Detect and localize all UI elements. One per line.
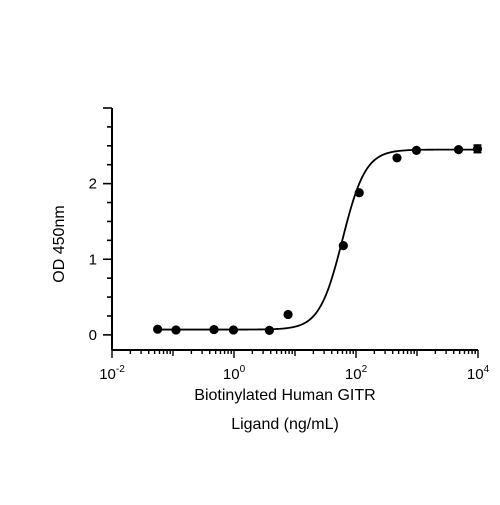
data-point (171, 325, 181, 335)
data-point (472, 144, 483, 154)
data-point (228, 325, 239, 335)
data-point (411, 145, 422, 155)
y-tick-label: 1 (89, 251, 97, 268)
fit-curve-layer (157, 148, 478, 331)
data-point (153, 324, 163, 334)
data-point (354, 188, 364, 198)
data-point (338, 241, 348, 251)
x-axis-label-line2: Ligand (ng/mL) (231, 416, 339, 433)
y-tick-label: 0 (89, 327, 97, 344)
data-point (209, 324, 219, 335)
x-tick-label: 102 (345, 364, 368, 383)
x-tick-label: 104 (467, 364, 490, 383)
x-tick-label: 10-2 (99, 364, 125, 383)
x-tick-label: 100 (223, 364, 246, 383)
y-axis-label: OD 450nm (51, 205, 68, 282)
data-point (264, 325, 274, 335)
data-point (453, 144, 464, 155)
data-points-layer (153, 144, 483, 335)
data-point (283, 309, 293, 320)
fit-curve (157, 148, 478, 331)
labels-layer: 0 1 2 10-2 100 102 104 Biotinylated Human GITR L… (51, 176, 490, 433)
data-point (392, 153, 402, 163)
axes (103, 107, 479, 358)
x-axis-label-line1: Biotinylated Human GITR (194, 387, 375, 404)
y-tick-label: 2 (89, 176, 97, 193)
